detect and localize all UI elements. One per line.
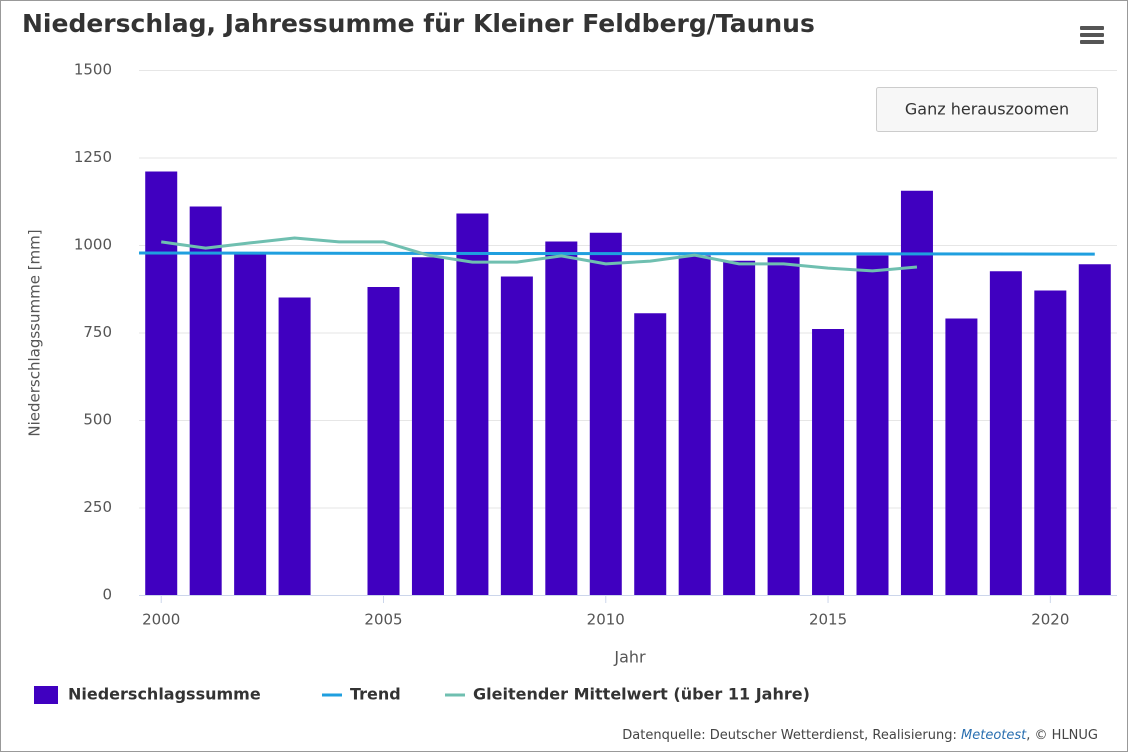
zoom-button-box[interactable] bbox=[876, 87, 1098, 132]
menu-bar[interactable] bbox=[1080, 26, 1104, 30]
bar bbox=[856, 255, 889, 595]
y-tick-label: 250 bbox=[83, 498, 112, 516]
x-tick-label: 2000 bbox=[142, 611, 180, 629]
y-tick-label: 1500 bbox=[74, 61, 112, 79]
bar bbox=[145, 171, 178, 595]
y-tick-label: 1250 bbox=[74, 148, 112, 166]
bar bbox=[634, 313, 667, 595]
series-line bbox=[161, 236, 918, 273]
bar bbox=[545, 241, 578, 595]
bar bbox=[278, 297, 311, 595]
x-tick-label: 2010 bbox=[587, 611, 625, 629]
y-axis-title: Niederschlagssumme [mm] bbox=[26, 229, 44, 436]
chart-title: Niederschlag, Jahressumme für Kleiner Fe… bbox=[22, 9, 815, 38]
bar bbox=[900, 190, 933, 595]
legend-label: Trend bbox=[350, 685, 401, 704]
credit-link[interactable]: Meteotest bbox=[961, 728, 1027, 743]
menu-button[interactable] bbox=[1080, 26, 1104, 44]
x-tick-label: 2020 bbox=[1031, 611, 1069, 629]
x-tick-label: 2005 bbox=[364, 611, 402, 629]
bar bbox=[1034, 290, 1067, 595]
bar bbox=[411, 257, 444, 595]
zoom-button[interactable]: Ganz herauszoomen bbox=[876, 87, 1098, 132]
zoom-button-label[interactable]: Ganz herauszoomen bbox=[905, 100, 1069, 119]
y-tick-label: 0 bbox=[102, 586, 112, 604]
bar bbox=[456, 213, 489, 595]
y-tick-label: 750 bbox=[83, 323, 112, 341]
bar bbox=[989, 271, 1022, 595]
legend-label: Niederschlagssumme bbox=[68, 685, 261, 704]
bar bbox=[589, 232, 622, 595]
y-tick-label: 1000 bbox=[74, 236, 112, 254]
series-line bbox=[138, 251, 1095, 256]
legend-label: Gleitender Mittelwert (über 11 Jahre) bbox=[473, 685, 810, 704]
menu-bar[interactable] bbox=[1080, 33, 1104, 37]
plot-area: 0 250 500 750 1000 1250 1500 2000 2005 2010 2015 20… bbox=[74, 61, 1117, 629]
bar bbox=[767, 257, 800, 595]
y-tick-label: 500 bbox=[83, 411, 112, 429]
bar bbox=[234, 253, 267, 595]
credit-text: Datenquelle: Deutscher Wetterdienst, Rea… bbox=[622, 728, 961, 743]
bar bbox=[678, 255, 711, 595]
x-axis-title: Jahr bbox=[613, 648, 646, 667]
bar bbox=[945, 318, 978, 595]
bar bbox=[812, 329, 845, 595]
credits: Datenquelle: Deutscher Wetterdienst, Rea… bbox=[622, 728, 1098, 743]
bar bbox=[500, 276, 533, 595]
bar bbox=[189, 206, 222, 595]
legend-symbol bbox=[34, 686, 58, 704]
bar bbox=[723, 260, 756, 595]
x-tick-label: 2015 bbox=[809, 611, 847, 629]
menu-bar[interactable] bbox=[1080, 40, 1104, 44]
bar bbox=[367, 287, 400, 595]
credit-text: , © HLNUG bbox=[1026, 728, 1098, 743]
bar bbox=[1078, 264, 1111, 595]
